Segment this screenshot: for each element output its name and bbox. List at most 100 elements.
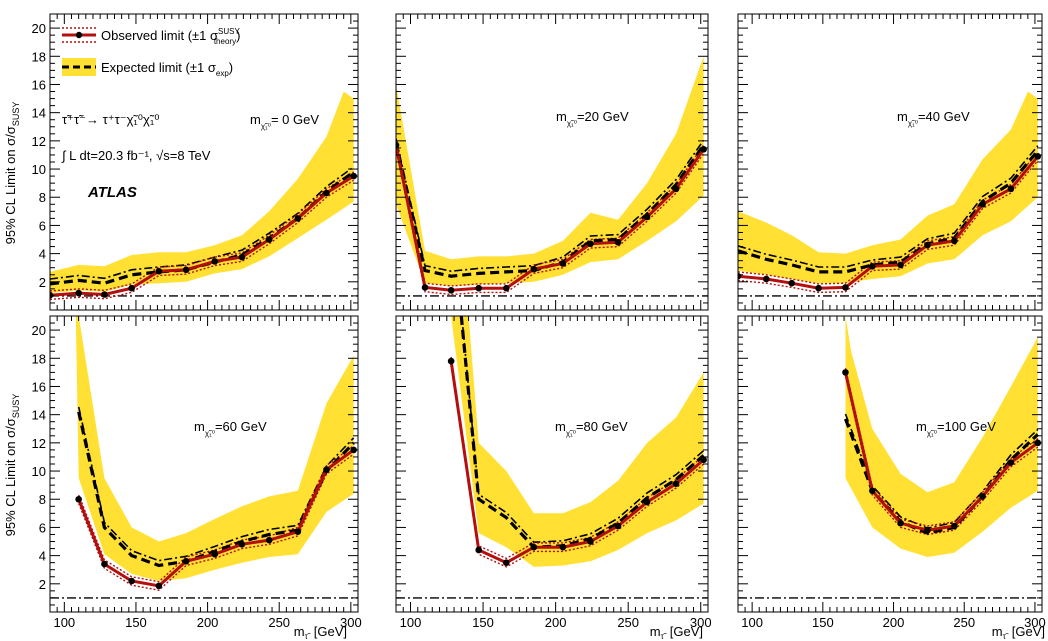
panel-mass-label: mχ̃₁⁰=40 GeV [897, 109, 970, 128]
y-tick-label: 8 [39, 492, 46, 507]
xlabel-3: mτ̃ [GeV] [992, 624, 1045, 641]
panel-mass-label: mχ̃₁⁰=60 GeV [194, 419, 267, 438]
x-tick-label: 300 [690, 615, 712, 630]
observed-point [643, 213, 651, 221]
panel-mass-label: mχ̃₁⁰=20 GeV [556, 109, 629, 128]
observed-point [75, 495, 82, 503]
y-tick-label: 14 [32, 106, 46, 121]
y-tick-label: 8 [39, 190, 46, 205]
observed-point [128, 577, 135, 585]
observed-point [614, 239, 622, 246]
observed-point [447, 357, 455, 365]
observed-point [700, 456, 707, 464]
panels-layer: 2 4 6 8 10 12 14 16 18 20 mχ̃₁⁰= 0 GeV mχ̃₁⁰=20 GeV… [32, 13, 1046, 630]
y-tick-label: 12 [32, 134, 46, 149]
observed-theory-down-line [396, 149, 705, 296]
observed-theory-up-line [50, 171, 355, 292]
observed-point [530, 543, 538, 551]
y-tick-label: 18 [32, 351, 46, 366]
panel-mass-label: mχ̃₁⁰= 0 GeV [250, 112, 319, 131]
observed-point [1007, 459, 1015, 466]
observed-point [869, 487, 876, 495]
legend-expected-label: Expected limit (±1 σexp) [101, 60, 233, 78]
xlabel-2: mτ̃ [GeV] [650, 624, 703, 641]
x-tick-label: 200 [883, 615, 905, 630]
observed-point [128, 284, 135, 292]
y-tick-label: 16 [32, 379, 46, 394]
observed-point [869, 263, 876, 270]
observed-point [788, 279, 796, 287]
y-tick-label: 4 [39, 549, 46, 564]
observed-theory-down-line [50, 179, 355, 301]
observed-point [979, 493, 986, 500]
observed-point [50, 291, 54, 299]
observed-theory-down-line [450, 365, 705, 568]
y-tick-label: 20 [32, 323, 46, 338]
observed-point [672, 480, 680, 488]
x-tick-label: 300 [1024, 615, 1046, 630]
panel-1-plot-area [50, 91, 358, 301]
observed-point [559, 260, 567, 267]
observed-point [502, 284, 510, 292]
observed-point [238, 541, 246, 548]
x-tick-label: 100 [400, 615, 422, 630]
x-tick-label: 150 [812, 615, 834, 630]
observed-point [924, 241, 931, 249]
expected-band [396, 56, 704, 286]
expected-upper-line [844, 413, 1039, 529]
observed-line [50, 174, 355, 297]
y-tick-label: 6 [39, 520, 46, 535]
observed-point [421, 284, 429, 291]
y-tick-label: 6 [39, 218, 46, 233]
x-tick-label: 200 [197, 615, 219, 630]
observed-point [447, 286, 455, 294]
panel-6-plot-area [738, 316, 1042, 599]
panel-3: mχ̃₁⁰=40 GeV [737, 13, 1043, 311]
observed-point [559, 543, 567, 551]
observed-point [323, 189, 330, 197]
ylabel-bottom: 95% CL Limit on σ/σSUSY [3, 394, 21, 537]
legend-observed-swatch [62, 27, 96, 43]
panel-2: mχ̃₁⁰=20 GeV [395, 13, 709, 311]
panel-5-plot-area [396, 316, 708, 599]
observed-point [842, 284, 849, 291]
expected-band [75, 316, 354, 581]
observed-point [897, 261, 904, 269]
y-tick-label: 14 [32, 408, 46, 423]
x-tick-label: 250 [268, 615, 290, 630]
observed-line [738, 155, 1039, 290]
observed-line [449, 360, 705, 565]
expected-upper-line [460, 316, 705, 544]
observed-point [182, 266, 190, 274]
panel-1: 2 4 6 8 10 12 14 16 18 20 mχ̃₁⁰= 0 GeV [32, 13, 359, 311]
expected-upper-line [738, 145, 1039, 268]
observed-point [475, 284, 483, 292]
panel-mass-label: mχ̃₁⁰=100 GeV [916, 419, 996, 438]
panel-2-plot-area [396, 56, 708, 297]
y-tick-label: 2 [39, 275, 46, 290]
observed-theory-down-line [78, 453, 355, 591]
observed-point [155, 582, 163, 590]
y-tick-label: 12 [32, 436, 46, 451]
expected-band [845, 316, 1038, 557]
panel-3-plot-area [738, 91, 1042, 297]
observed-point [897, 519, 904, 527]
y-tick-label: 18 [32, 49, 46, 64]
panel-4-plot-area [50, 316, 358, 599]
expected-band [451, 316, 704, 567]
x-tick-label: 100 [741, 615, 763, 630]
observed-point [294, 528, 302, 535]
observed-line [396, 144, 705, 292]
observed-point [101, 560, 108, 568]
y-tick-label: 10 [32, 162, 46, 177]
observed-point [842, 369, 849, 376]
y-tick-label: 4 [39, 247, 46, 262]
observed-point [502, 559, 510, 566]
y-tick-label: 20 [32, 21, 46, 36]
observed-point [951, 522, 958, 530]
observed-point [396, 141, 400, 149]
observed-point [762, 275, 770, 283]
observed-point [951, 237, 958, 245]
observed-point [815, 284, 822, 292]
observed-theory-up-line [78, 445, 355, 583]
